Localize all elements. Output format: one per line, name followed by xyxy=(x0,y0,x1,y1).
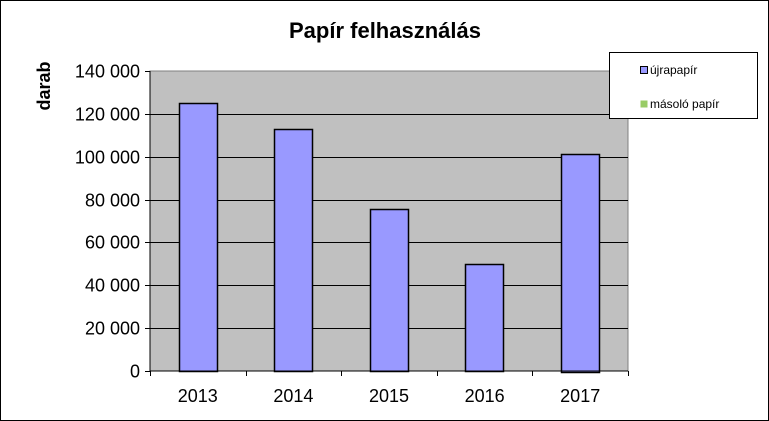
y-tick-label: 140 000 xyxy=(75,62,140,82)
bar xyxy=(273,128,314,373)
x-tick-label: 2015 xyxy=(369,386,409,406)
bar xyxy=(369,208,410,373)
legend-label: újrapapír xyxy=(650,63,697,77)
y-tick-label: 100 000 xyxy=(75,148,140,168)
legend-items: újrapapír másoló papír xyxy=(640,63,719,111)
bar xyxy=(178,102,219,373)
y-tick-label: 80 000 xyxy=(85,191,140,211)
y-tick-label: 120 000 xyxy=(75,105,140,125)
legend-swatch xyxy=(640,100,648,108)
y-axis-title: darab xyxy=(34,61,54,110)
x-tick-label: 2017 xyxy=(560,386,600,406)
x-tick-labels: 2013 2014 2015 2016 2017 xyxy=(178,386,600,406)
chart-title: Papír felhasználás xyxy=(289,18,481,43)
legend-swatch xyxy=(640,66,648,74)
y-tick-label: 60 000 xyxy=(85,233,140,253)
y-tick-labels: 0 20 000 40 000 60 000 80 000 100 000 120 000 1… xyxy=(75,62,140,382)
axes xyxy=(145,71,629,376)
y-tick-label: 0 xyxy=(130,362,140,382)
bars xyxy=(178,102,601,374)
bar xyxy=(464,263,505,373)
legend-label: másoló papír xyxy=(650,97,719,111)
legend: újrapapír másoló papír xyxy=(609,52,758,119)
x-tick-label: 2013 xyxy=(178,386,218,406)
x-tick-label: 2014 xyxy=(273,386,313,406)
legend-box xyxy=(609,52,758,119)
bar xyxy=(560,153,601,374)
y-tick-label: 20 000 xyxy=(85,319,140,339)
x-tick-label: 2016 xyxy=(465,386,505,406)
y-tick-label: 40 000 xyxy=(85,276,140,296)
